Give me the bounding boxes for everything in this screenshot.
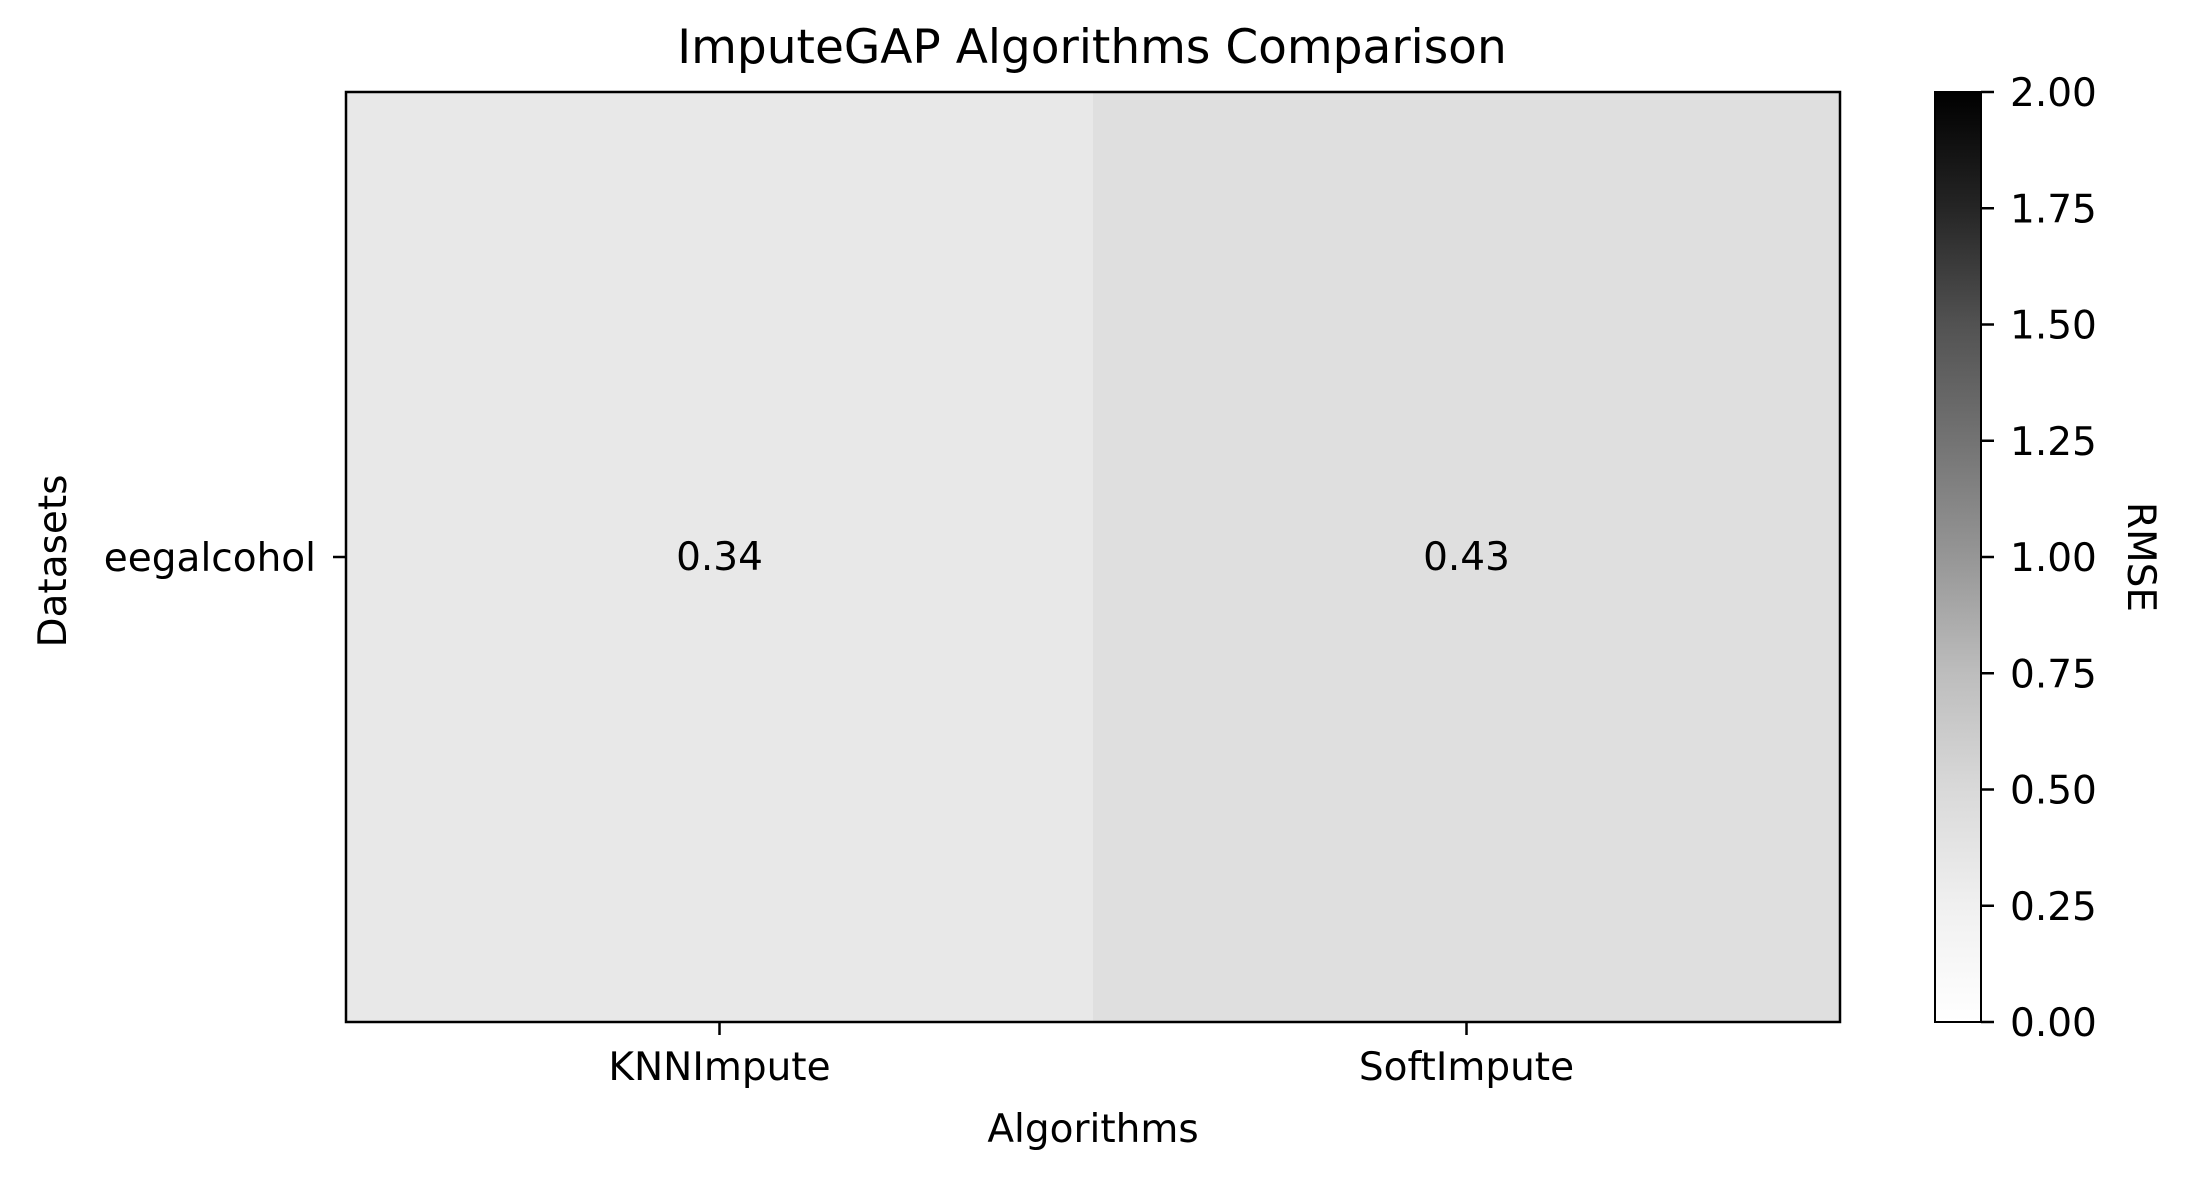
x-tick-label: KNNImpute	[608, 1045, 830, 1090]
heatmap-cell	[346, 92, 1094, 1022]
cell-value-label: 0.43	[1423, 535, 1510, 580]
colorbar-tick-label: 1.50	[2010, 304, 2097, 349]
heatmap-cell	[1093, 92, 1841, 1022]
cell-value-label: 0.34	[676, 535, 763, 580]
x-axis-label: Algorithms	[987, 1107, 1198, 1152]
colorbar: 0.00 0.25 0.50 0.75 1.00 1.25 1.50 1.75 2.00 RMS…	[1934, 71, 2163, 1046]
x-axis-ticks: KNNImpute SoftImpute	[608, 1022, 1574, 1090]
colorbar-tick-label: 0.50	[2010, 769, 2097, 814]
colorbar-tick-label: 0.00	[2010, 1001, 2097, 1046]
colorbar-tick-label: 2.00	[2010, 71, 2097, 116]
chart-title: ImputeGAP Algorithms Comparison	[677, 20, 1506, 75]
x-tick-label: SoftImpute	[1359, 1045, 1574, 1090]
colorbar-tick-label: 0.25	[2010, 885, 2097, 930]
colorbar-gradient	[1934, 91, 1982, 1023]
colorbar-ticks: 0.00 0.25 0.50 0.75 1.00 1.25 1.50 1.75 2.00	[1981, 71, 2097, 1046]
colorbar-tick-label: 1.25	[2010, 420, 2097, 465]
colorbar-label: RMSE	[2118, 502, 2163, 612]
heatmap-cells: 0.34 0.43	[346, 92, 1841, 1022]
colorbar-tick-label: 1.75	[2010, 187, 2097, 232]
colorbar-tick-label: 1.00	[2010, 536, 2097, 581]
y-tick-label: eegalcohol	[104, 536, 316, 581]
colorbar-tick-label: 0.75	[2010, 652, 2097, 697]
y-axis-ticks: eegalcohol	[104, 536, 346, 581]
y-axis-label: Datasets	[31, 474, 76, 647]
